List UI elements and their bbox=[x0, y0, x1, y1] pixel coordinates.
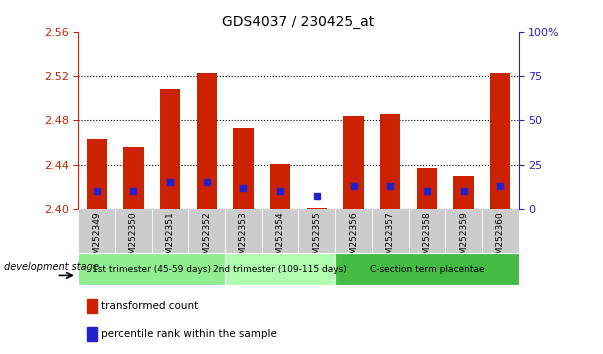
Text: 1st trimester (45-59 days): 1st trimester (45-59 days) bbox=[92, 264, 211, 274]
Text: GSM252351: GSM252351 bbox=[166, 211, 175, 266]
Text: GSM252349: GSM252349 bbox=[92, 211, 101, 266]
Bar bbox=[225, 253, 335, 285]
Text: GSM252350: GSM252350 bbox=[129, 211, 138, 266]
Text: GSM252353: GSM252353 bbox=[239, 211, 248, 266]
Bar bbox=[372, 209, 409, 253]
Title: GDS4037 / 230425_at: GDS4037 / 230425_at bbox=[223, 16, 374, 29]
Bar bbox=[409, 209, 445, 253]
Bar bbox=[152, 209, 188, 253]
Text: percentile rank within the sample: percentile rank within the sample bbox=[101, 330, 277, 339]
Bar bbox=[197, 73, 217, 209]
Bar bbox=[124, 147, 144, 209]
Bar bbox=[482, 209, 519, 253]
Text: GSM252360: GSM252360 bbox=[496, 211, 505, 266]
Text: GSM252357: GSM252357 bbox=[386, 211, 395, 266]
Bar bbox=[490, 73, 510, 209]
Bar bbox=[270, 164, 290, 209]
Bar bbox=[225, 209, 262, 253]
Text: GSM252356: GSM252356 bbox=[349, 211, 358, 266]
Bar bbox=[78, 253, 225, 285]
Bar bbox=[262, 209, 298, 253]
Bar bbox=[453, 176, 473, 209]
Bar bbox=[87, 139, 107, 209]
Text: GSM252352: GSM252352 bbox=[202, 211, 211, 266]
Bar bbox=[115, 209, 152, 253]
Bar bbox=[87, 327, 97, 341]
Bar bbox=[160, 89, 180, 209]
Text: GSM252359: GSM252359 bbox=[459, 211, 468, 266]
Bar bbox=[87, 299, 97, 313]
Bar bbox=[445, 209, 482, 253]
Text: GSM252355: GSM252355 bbox=[312, 211, 321, 266]
Text: GSM252354: GSM252354 bbox=[276, 211, 285, 266]
Bar bbox=[335, 253, 519, 285]
Bar bbox=[380, 114, 400, 209]
Bar bbox=[233, 128, 253, 209]
Text: 2nd trimester (109-115 days): 2nd trimester (109-115 days) bbox=[213, 264, 347, 274]
Text: C-section term placentae: C-section term placentae bbox=[370, 264, 484, 274]
Bar bbox=[417, 168, 437, 209]
Bar bbox=[344, 116, 364, 209]
Bar bbox=[298, 209, 335, 253]
Bar bbox=[335, 209, 372, 253]
Text: transformed count: transformed count bbox=[101, 301, 198, 311]
Text: GSM252358: GSM252358 bbox=[422, 211, 431, 266]
Text: development stage: development stage bbox=[4, 262, 99, 273]
Bar bbox=[78, 209, 115, 253]
Bar bbox=[307, 208, 327, 209]
Bar bbox=[188, 209, 225, 253]
